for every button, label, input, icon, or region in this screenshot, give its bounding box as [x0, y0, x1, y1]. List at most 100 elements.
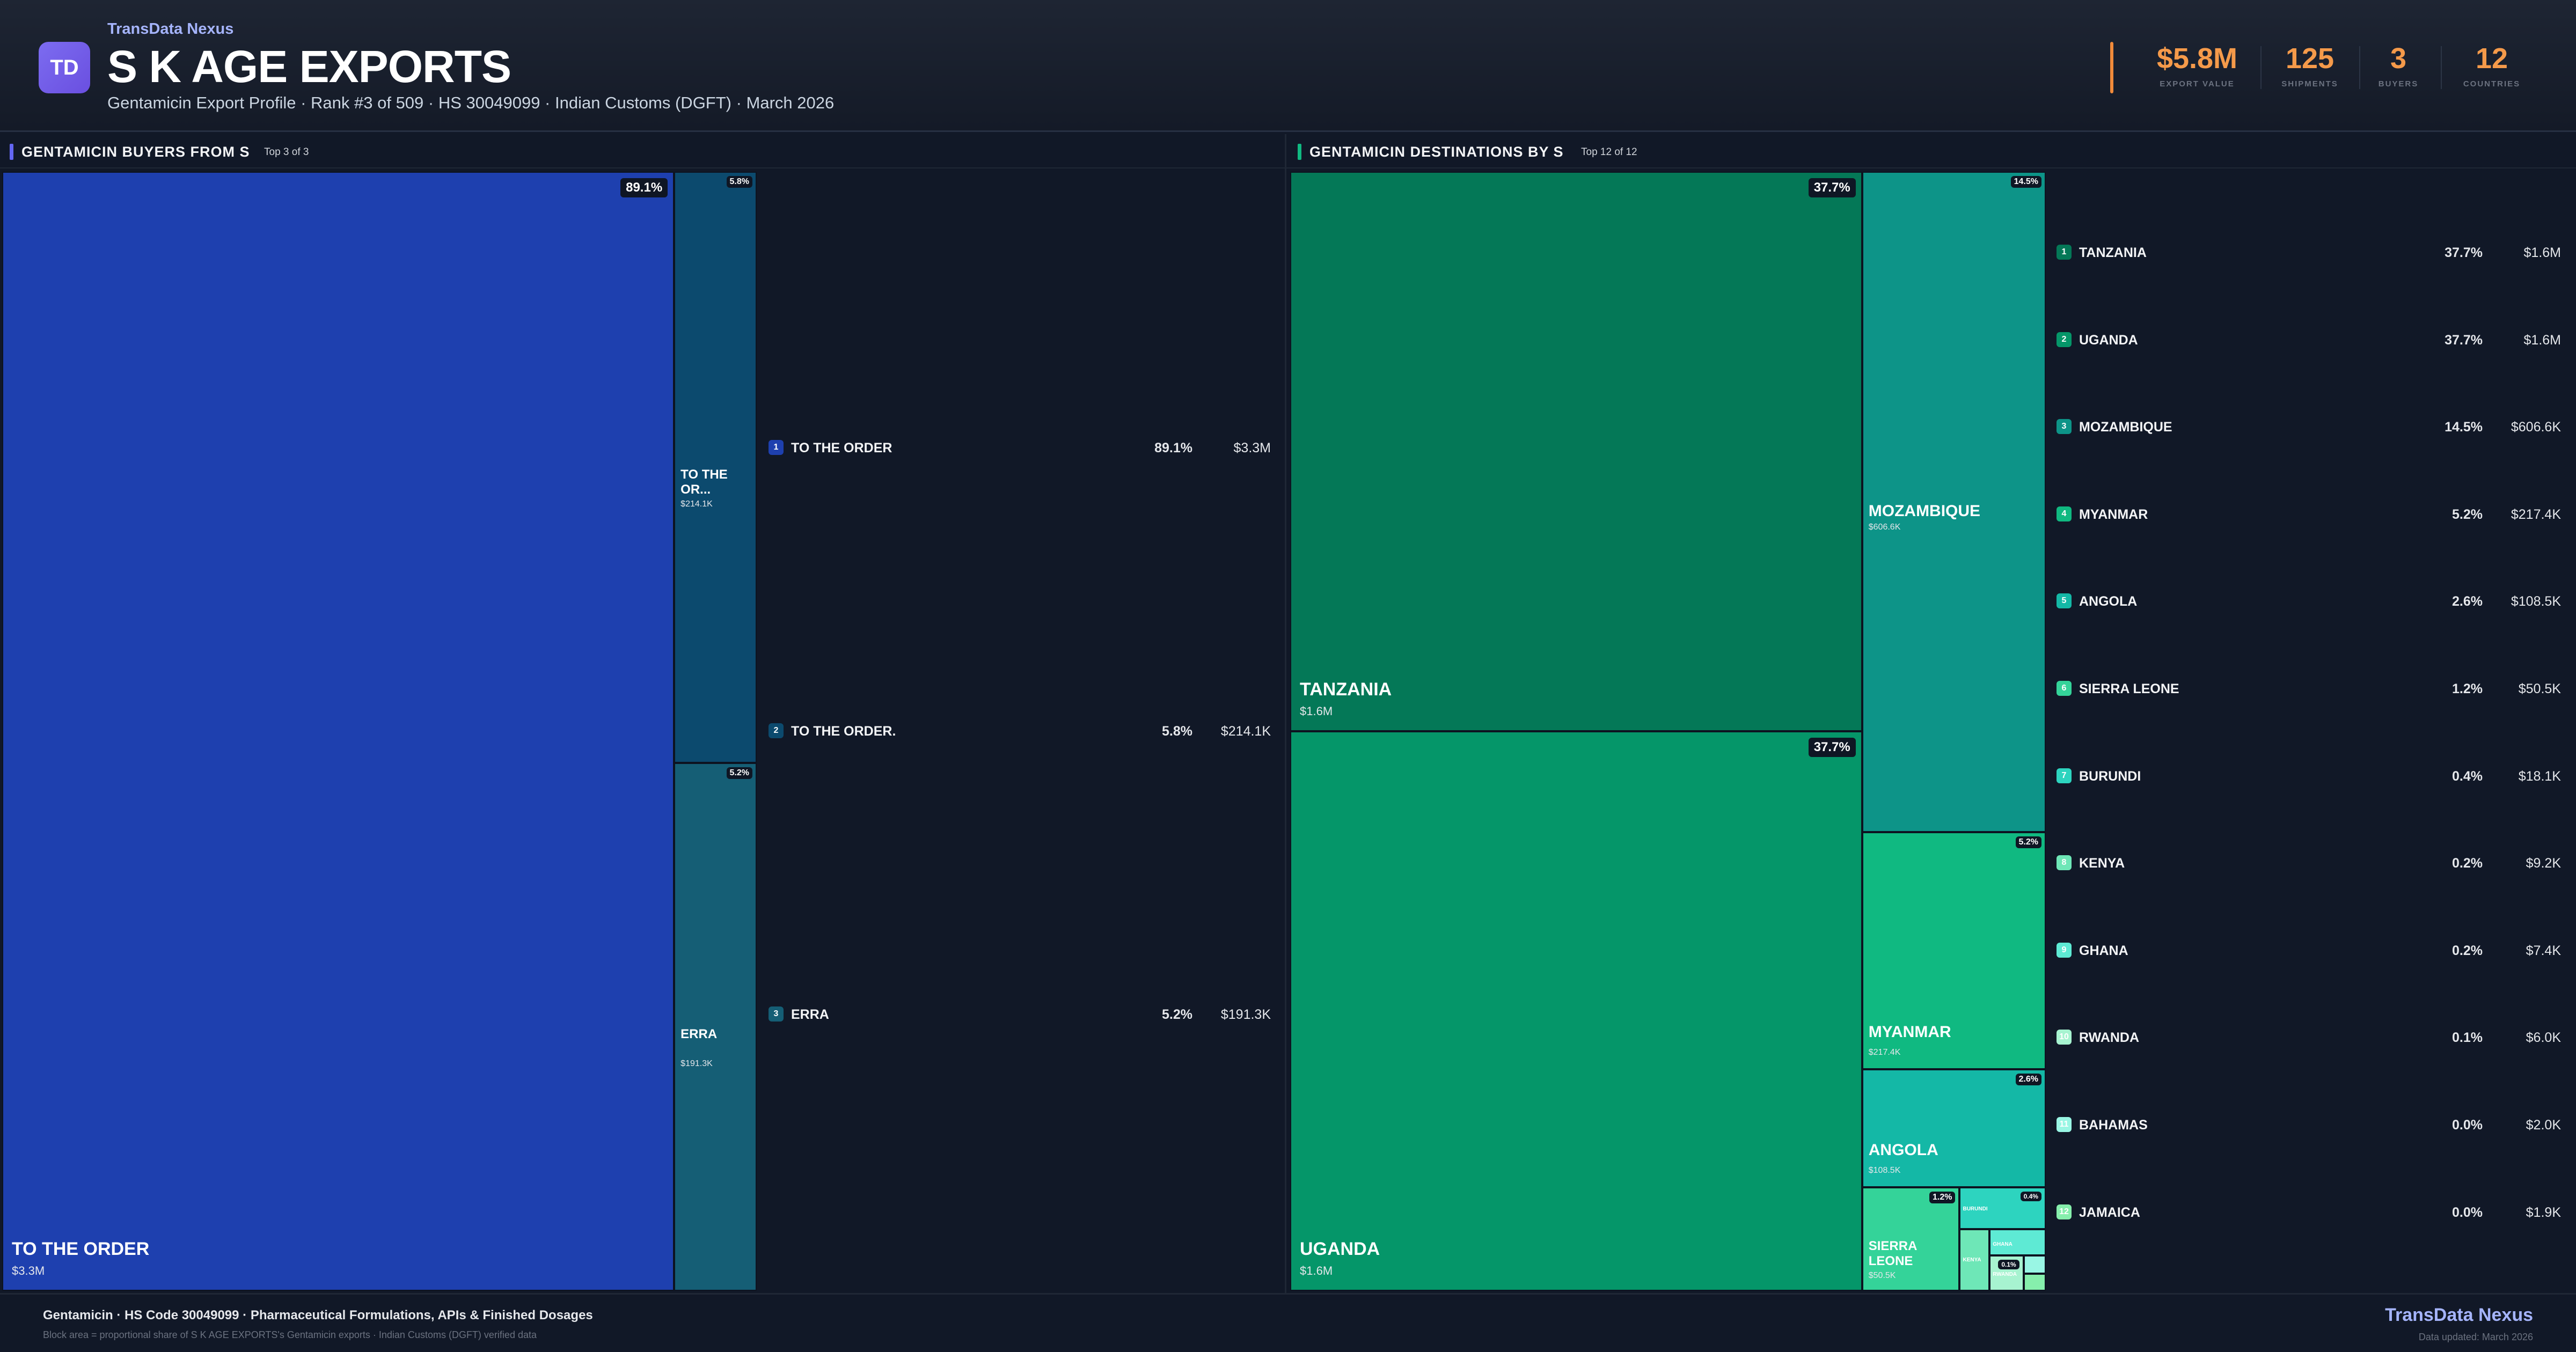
item-percentage: 1.2%: [2452, 681, 2483, 696]
panel-accent-bar: [10, 144, 13, 160]
rank-badge: 1: [769, 440, 784, 455]
kpi-accent-bar: [2110, 42, 2113, 93]
tile-label: GHANA: [1993, 1241, 2012, 1247]
item-value: $50.5K: [2518, 681, 2561, 696]
item-percentage: 37.7%: [2445, 245, 2483, 260]
panel-title: GENTAMICIN DESTINATIONS BY S: [1309, 144, 1564, 160]
kpi-label: EXPORT VALUE: [2160, 79, 2235, 89]
list-item[interactable]: 11 BAHAMAS 0.0% $2.0K: [2057, 1114, 2561, 1135]
item-percentage: 0.2%: [2452, 943, 2483, 958]
rank-badge: 8: [2057, 855, 2072, 871]
list-item[interactable]: 4 MYANMAR 5.2% $217.4K: [2057, 503, 2561, 525]
item-percentage: 5.2%: [2452, 506, 2483, 522]
list-item[interactable]: 12 JAMAICA 0.0% $1.9K: [2057, 1201, 2561, 1223]
destinations-list: 1 TANZANIA 37.7% $1.6M 2 UGANDA 37.7% $1.6M 3 MOZ…: [2057, 0, 2561, 1352]
item-value: $7.4K: [2526, 943, 2561, 958]
tile-value: $50.5K: [1868, 1271, 1896, 1281]
item-name: KENYA: [2079, 856, 2125, 871]
list-item[interactable]: 7 BURUNDI 0.4% $18.1K: [2057, 765, 2561, 787]
tile-percentage: 2.6%: [2015, 1073, 2041, 1085]
item-value: $9.2K: [2526, 856, 2561, 871]
item-name: TANZANIA: [2079, 245, 2147, 260]
item-value: $191.3K: [1220, 1007, 1271, 1022]
item-percentage: 0.0%: [2452, 1204, 2483, 1220]
kpi-value: 3: [2390, 42, 2407, 75]
rank-badge: 2: [2057, 332, 2072, 347]
item-name: ANGOLA: [2079, 594, 2138, 609]
kpi-label: BUYERS: [2378, 79, 2419, 89]
item-name: UGANDA: [2079, 332, 2138, 348]
page-subtitle: Gentamicin Export Profile · Rank #3 of 5…: [107, 93, 835, 112]
treemap-tile[interactable]: 5.2% MYANMAR $217.4K: [1862, 832, 2046, 1069]
item-percentage: 14.5%: [2445, 420, 2483, 435]
kpi-label: COUNTRIES: [2463, 79, 2521, 89]
rank-badge: 10: [2057, 1030, 2072, 1045]
item-percentage: 5.8%: [1162, 724, 1192, 739]
panel-subtitle: Top 3 of 3: [264, 146, 309, 158]
tile-value: $214.1K: [680, 499, 713, 509]
treemap-tile[interactable]: 2.6% ANGOLA $108.5K: [1862, 1069, 2046, 1187]
kpi-countries: 12 COUNTRIES: [2448, 43, 2535, 89]
item-value: $1.6M: [2523, 245, 2561, 260]
kpi-export-value: $5.8M EXPORT VALUE: [2141, 43, 2253, 89]
treemap-tile[interactable]: 0.4%BURUNDI$18.1K: [1959, 1187, 2046, 1230]
list-item[interactable]: 2 TO THE ORDER. 5.8% $214.1K: [769, 720, 1271, 741]
treemap-tile[interactable]: 89.1% TO THE ORDER $3.3M: [2, 172, 675, 1291]
list-item[interactable]: 1 TO THE ORDER 89.1% $3.3M: [769, 437, 1271, 458]
treemap-tile[interactable]: [2023, 1274, 2046, 1291]
footer-updated: Data updated: March 2026: [2418, 1332, 2533, 1342]
list-item[interactable]: 10 RWANDA 0.1% $6.0K: [2057, 1026, 2561, 1048]
list-item[interactable]: 3 MOZAMBIQUE 14.5% $606.6K: [2057, 416, 2561, 437]
kpi-divider: [2359, 46, 2360, 89]
tile-percentage: 37.7%: [1808, 178, 1856, 197]
item-percentage: 5.2%: [1162, 1007, 1192, 1022]
panel-title: GENTAMICIN BUYERS FROM S: [21, 144, 250, 160]
treemap-tile[interactable]: [2023, 1255, 2046, 1274]
tile-value: $3.3M: [12, 1264, 45, 1277]
panel-divider: [1285, 134, 1286, 1293]
treemap-tile[interactable]: 14.5% MOZAMBIQUE $606.6K: [1862, 172, 2046, 833]
treemap-tile[interactable]: 0.1%RWANDA$6.0K: [1989, 1255, 2024, 1291]
item-percentage: 89.1%: [1154, 440, 1192, 455]
list-item[interactable]: 2 UGANDA 37.7% $1.6M: [2057, 329, 2561, 350]
list-item[interactable]: 6 SIERRA LEONE 1.2% $50.5K: [2057, 678, 2561, 699]
treemap-tile[interactable]: KENYA$9.2K: [1959, 1229, 1990, 1291]
treemap-tile[interactable]: 5.8% TO THE OR... $214.1K: [674, 172, 757, 763]
list-item[interactable]: 1 TANZANIA 37.7% $1.6M: [2057, 241, 2561, 263]
item-percentage: 0.0%: [2452, 1118, 2483, 1133]
buyers-treemap: 89.1% TO THE ORDER $3.3M 5.8% TO THE OR... $2…: [2, 172, 757, 1291]
rank-badge: 6: [2057, 681, 2072, 696]
rank-badge: 12: [2057, 1204, 2072, 1219]
list-item[interactable]: 5 ANGOLA 2.6% $108.5K: [2057, 590, 2561, 612]
tile-percentage: 37.7%: [1808, 738, 1856, 757]
treemap-tile[interactable]: 37.7% UGANDA $1.6M: [1290, 731, 1862, 1291]
panel-header-divider: [1286, 167, 2576, 168]
treemap-tile[interactable]: 5.2% ERRA $191.3K: [674, 762, 757, 1291]
tile-label: UGANDA: [1300, 1239, 1380, 1259]
tile-percentage: 5.2%: [2015, 836, 2041, 849]
footer-description: Gentamicin · HS Code 30049099 · Pharmace…: [43, 1308, 593, 1322]
list-item[interactable]: 3 ERRA 5.2% $191.3K: [769, 1003, 1271, 1025]
kpi-divider: [2260, 46, 2262, 89]
tile-label: TO THE OR...: [680, 467, 728, 497]
treemap-tile[interactable]: 1.2% SIERRA LEONE $50.5K: [1862, 1187, 1960, 1291]
footer-note: Block area = proportional share of S K A…: [43, 1329, 537, 1340]
brand-logo: TD: [39, 42, 90, 93]
item-value: $217.4K: [2511, 506, 2561, 522]
treemap-tile[interactable]: GHANA$7.4K: [1989, 1229, 2046, 1256]
rank-badge: 1: [2057, 245, 2072, 260]
list-item[interactable]: 9 GHANA 0.2% $7.4K: [2057, 939, 2561, 961]
panel-subtitle: Top 12 of 12: [1581, 146, 1637, 158]
item-name: RWANDA: [2079, 1030, 2140, 1046]
tile-label: TANZANIA: [1300, 679, 1392, 700]
list-item[interactable]: 8 KENYA 0.2% $9.2K: [2057, 852, 2561, 873]
kpi-divider: [2441, 46, 2442, 89]
tile-percentage: 89.1%: [620, 178, 668, 197]
tile-label: RWANDA: [1993, 1272, 2017, 1278]
panel-accent-bar: [1298, 144, 1301, 160]
tile-label: KENYA: [1963, 1257, 1981, 1263]
treemap-tile[interactable]: 37.7% TANZANIA $1.6M: [1290, 172, 1862, 731]
kpi-label: SHIPMENTS: [2281, 79, 2338, 89]
item-name: MOZAMBIQUE: [2079, 420, 2172, 435]
item-value: $108.5K: [2511, 594, 2561, 609]
